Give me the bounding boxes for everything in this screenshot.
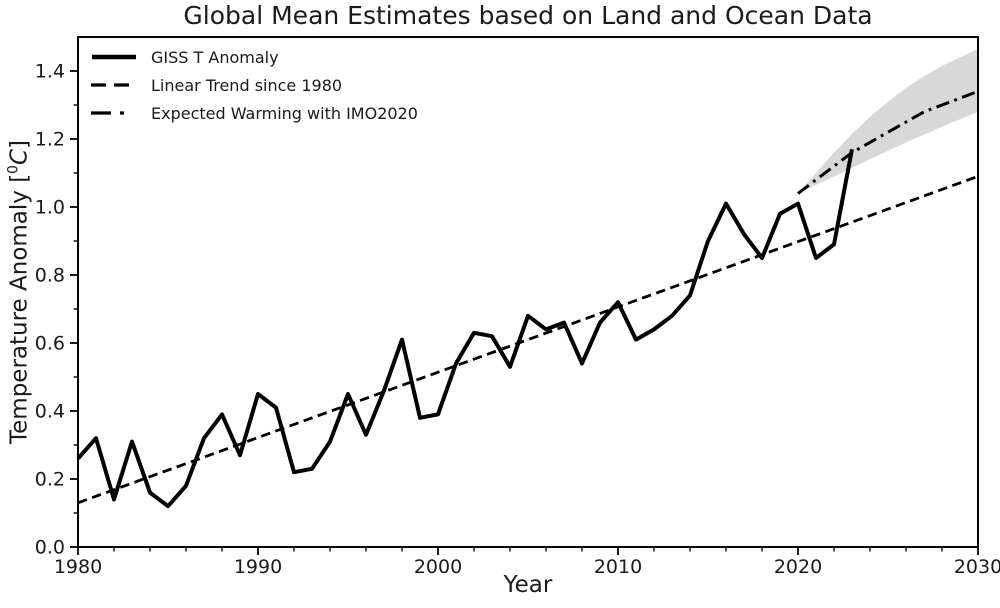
legend-label: Linear Trend since 1980 [151, 75, 343, 95]
y-tick-label: 1.0 [35, 197, 65, 219]
legend-item-expected-warming: Expected Warming with IMO2020 [91, 102, 418, 124]
y-tick-label: 0.8 [35, 265, 65, 287]
legend-item-linear-trend: Linear Trend since 1980 [91, 74, 418, 96]
y-tick-label: 0.0 [35, 537, 65, 559]
x-tick-label: 2010 [594, 556, 642, 578]
y-tick-label: 0.4 [35, 401, 65, 423]
legend-label: Expected Warming with IMO2020 [151, 103, 418, 123]
dashdot-line-swatch-icon [91, 111, 131, 115]
y-tick-label: 1.2 [35, 129, 65, 151]
x-axis-label: Year [503, 572, 553, 598]
dashed-line-swatch-icon [91, 83, 137, 87]
y-tick-label: 0.6 [35, 333, 65, 355]
x-tick-label: 2000 [414, 556, 462, 578]
legend: GISS T Anomaly Linear Trend since 1980 E… [91, 46, 418, 124]
series-line-dashed [77, 175, 979, 505]
solid-line-swatch-icon [92, 54, 136, 60]
uncertainty-band [798, 48, 978, 194]
legend-item-giss-anomaly: GISS T Anomaly [91, 46, 418, 68]
y-tick-label: 1.4 [35, 61, 65, 83]
y-tick-label: 0.2 [35, 469, 65, 491]
x-tick-label: 2020 [774, 556, 822, 578]
x-tick-label: 1980 [54, 556, 102, 578]
chart-title: Global Mean Estimates based on Land and … [183, 1, 873, 30]
series-line-solid [76, 148, 854, 509]
legend-label: GISS T Anomaly [151, 47, 279, 67]
series-line-dashdot [797, 89, 979, 195]
x-tick-label: 2030 [954, 556, 1000, 578]
axes-frame [77, 36, 979, 548]
x-tick-label: 1990 [234, 556, 282, 578]
